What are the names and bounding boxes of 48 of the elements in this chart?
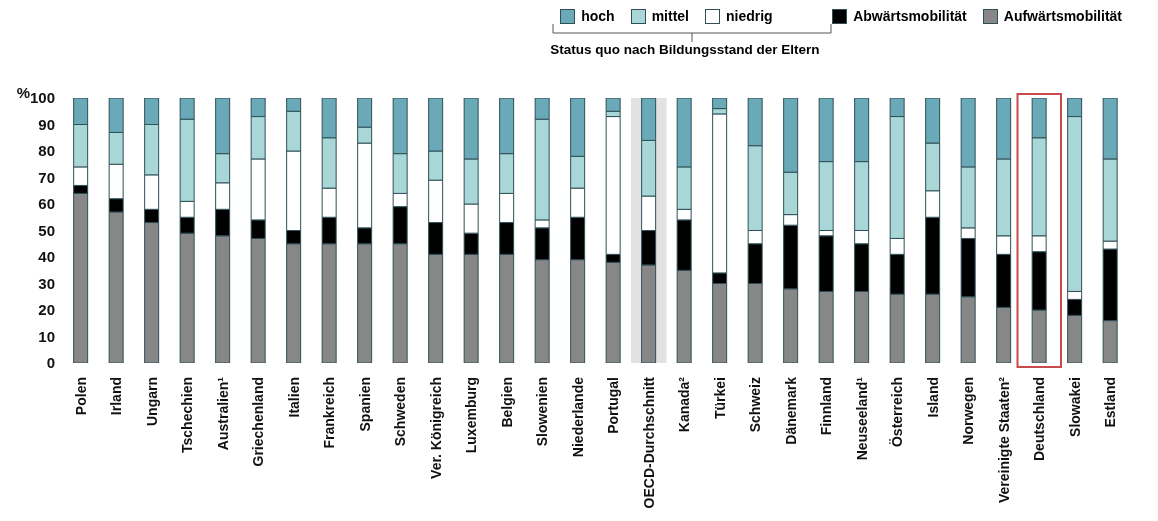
legend-label: Aufwärtsmobilität <box>1002 8 1122 24</box>
x-tick-label: Norwegen <box>960 377 977 445</box>
x-tick-label: Slowenien <box>534 377 551 447</box>
x-tick-label: OECD-Durchschnitt <box>640 376 657 509</box>
x-tick-label: Frankreich <box>321 377 338 449</box>
y-tick-label: 100 <box>29 89 55 107</box>
legend-label: mittel <box>650 8 689 24</box>
y-tick-label: 80 <box>38 142 55 160</box>
x-tick-label: Dänemark <box>782 376 799 445</box>
x-tick-label: Belgien <box>498 377 515 428</box>
x-tick-label: Österreich <box>889 377 906 448</box>
x-tick-label: Ungarn <box>143 377 160 426</box>
x-tick-label: Ver. Königreich <box>427 377 444 479</box>
x-tick-label: Slowakei <box>1066 377 1083 437</box>
x-tick-label: Niederlande <box>569 376 586 458</box>
x-tick-label: Finnland <box>818 377 835 436</box>
y-tick-label: 50 <box>38 221 55 239</box>
y-tick-label: 30 <box>38 274 55 292</box>
legend-label: niedrig <box>725 8 773 24</box>
x-tick-label: Polen <box>72 377 89 416</box>
x-tick-label: Island <box>924 377 941 418</box>
x-tick-label: Neuseeland¹ <box>853 376 870 461</box>
x-tick-label: Schweden <box>392 377 409 447</box>
y-tick-label: 70 <box>38 168 55 186</box>
y-tick-label: 10 <box>38 327 55 345</box>
x-tick-label: Deutschland <box>1031 377 1048 462</box>
x-tick-label: Türkei <box>711 377 728 420</box>
legend-label: Abwärtsmobilität <box>852 8 967 24</box>
x-tick-label: Luxemburg <box>463 377 480 454</box>
x-tick-label: Vereinigte Staaten² <box>995 376 1012 504</box>
x-tick-label: Griechenland <box>250 377 267 467</box>
x-tick-label: Schweiz <box>747 377 764 433</box>
y-tick-label: 90 <box>38 115 55 133</box>
x-tick-label: Estland <box>1102 377 1119 428</box>
x-tick-label: Irland <box>108 377 125 416</box>
y-tick-label: 0 <box>46 354 55 372</box>
y-tick-label: 60 <box>38 195 55 213</box>
x-tick-label: Kanada² <box>676 376 693 433</box>
x-tick-label: Italien <box>285 377 302 418</box>
x-tick-label: Spanien <box>356 377 373 432</box>
legend-title: Status quo nach Bildungsstand der Eltern <box>550 42 821 57</box>
x-tick-label: Tschechien <box>179 377 196 453</box>
y-tick-label: 40 <box>38 248 55 266</box>
x-tick-label: Australien¹ <box>214 376 231 451</box>
x-tick-label: Portugal <box>605 377 622 434</box>
y-tick-label: 20 <box>38 301 55 319</box>
y-axis-title: % <box>16 84 31 101</box>
legend-label: hoch <box>580 8 615 24</box>
